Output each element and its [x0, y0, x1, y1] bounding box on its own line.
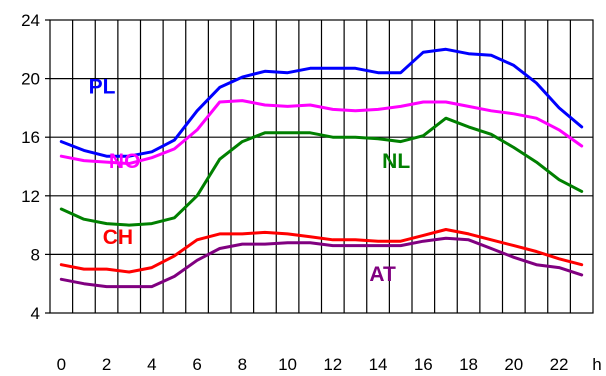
x-tick-label: 14: [369, 355, 388, 374]
x-tick-label: 8: [238, 355, 247, 374]
series-line-nl: [59, 116, 584, 227]
series-line-pl: [59, 47, 584, 158]
y-tick-label: 20: [21, 70, 40, 89]
x-tick-label: 6: [192, 355, 201, 374]
x-tick-label: 4: [147, 355, 156, 374]
x-tick-labels: 0 2 4 6 8 10 12 14 16 18 20 22: [57, 355, 569, 374]
series-line-no: [59, 99, 584, 166]
series-label-ch: CH: [103, 226, 133, 249]
series-line-at: [59, 236, 584, 289]
series-lines: [59, 47, 584, 289]
series-labels: PL NO NL CH AT: [89, 75, 411, 286]
series-label-at: AT: [369, 263, 396, 286]
series-line-ch: [59, 228, 584, 274]
x-tick-label: 20: [504, 355, 523, 374]
series-label-nl: NL: [382, 150, 410, 173]
y-tick-labels: 4 8 12 16 20 24: [21, 11, 40, 323]
x-unit-label: h: [592, 355, 601, 374]
x-tick-label: 0: [57, 355, 66, 374]
y-tick-label: 24: [21, 11, 40, 30]
x-tick-label: 10: [278, 355, 297, 374]
x-tick-label: 18: [459, 355, 478, 374]
x-tick-label: 16: [414, 355, 433, 374]
y-tick-label: 12: [21, 187, 40, 206]
y-tick-label: 16: [21, 128, 40, 147]
series-label-no: NO: [109, 150, 141, 173]
grid: [45, 19, 593, 314]
x-tick-label: 2: [102, 355, 111, 374]
y-tick-label: 8: [31, 245, 40, 264]
y-tick-label: 4: [31, 304, 40, 323]
x-tick-label: 22: [550, 355, 569, 374]
series-label-pl: PL: [89, 75, 116, 98]
x-tick-label: 12: [323, 355, 342, 374]
